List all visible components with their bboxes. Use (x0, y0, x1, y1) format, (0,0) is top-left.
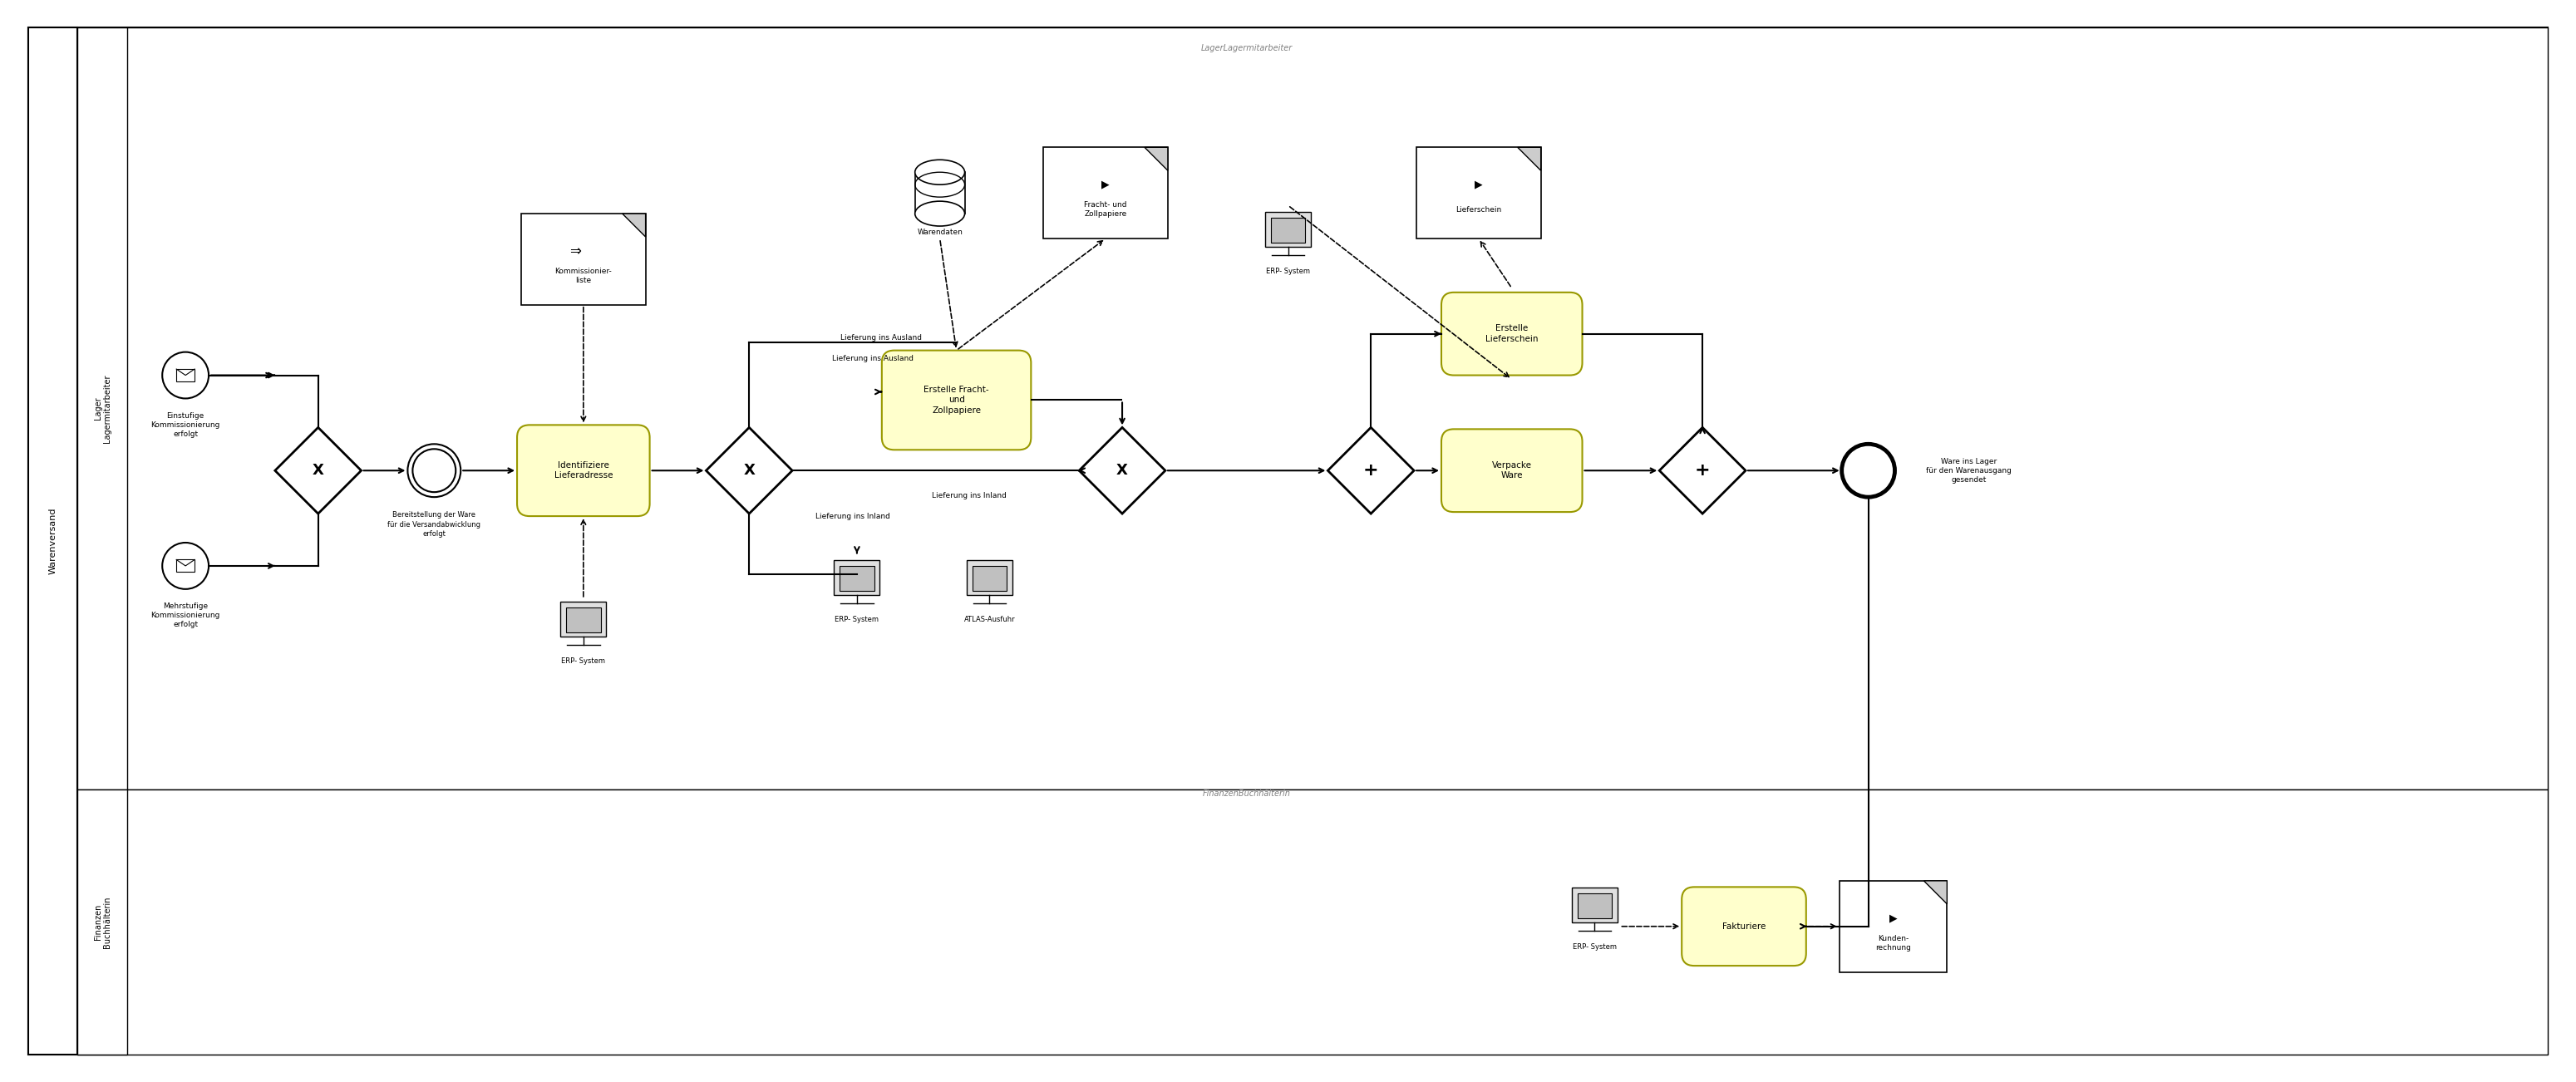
Bar (77, 790, 2548, 1055)
Bar (1417, 147, 1540, 238)
Text: ▶: ▶ (1888, 913, 1896, 923)
Text: Lieferschein: Lieferschein (1455, 206, 1502, 213)
Polygon shape (1659, 427, 1747, 514)
Bar (835, 560, 881, 595)
Text: Fakturiere: Fakturiere (1723, 922, 1765, 931)
Bar (1571, 887, 1618, 922)
Bar (840, 566, 873, 591)
Text: ERP- System: ERP- System (1265, 268, 1311, 276)
Bar (77, 790, 126, 1055)
Bar (914, 172, 963, 213)
Polygon shape (706, 427, 793, 514)
Text: Lieferung ins Ausland: Lieferung ins Ausland (832, 355, 914, 362)
Text: Bereitstellung der Ware
für die Versandabwicklung
erfolgt: Bereitstellung der Ware für die Versanda… (386, 512, 482, 538)
Bar (1577, 894, 1613, 919)
Polygon shape (1079, 427, 1164, 514)
FancyBboxPatch shape (518, 425, 649, 516)
Bar (1270, 217, 1306, 242)
Text: X: X (1115, 463, 1128, 478)
Text: Finanzen
Buchhälterin: Finanzen Buchhälterin (93, 896, 111, 948)
Text: ▶: ▶ (1473, 180, 1484, 190)
FancyBboxPatch shape (1443, 292, 1582, 375)
Text: Erstelle Fracht-
und
Zollpapiere: Erstelle Fracht- und Zollpapiere (925, 385, 989, 414)
Circle shape (162, 352, 209, 398)
Ellipse shape (914, 201, 963, 226)
Polygon shape (1327, 427, 1414, 514)
Circle shape (162, 543, 209, 589)
Text: ERP- System: ERP- System (835, 616, 878, 623)
Text: Verpacke
Ware: Verpacke Ware (1492, 461, 1533, 479)
Polygon shape (1924, 881, 1947, 903)
Bar (520, 213, 647, 305)
Ellipse shape (914, 160, 963, 185)
Text: Einstufige
Kommissionierung
erfolgt: Einstufige Kommissionierung erfolgt (152, 412, 219, 438)
Text: LagerLagermitarbeiter: LagerLagermitarbeiter (1200, 43, 1293, 52)
Text: +: + (1695, 462, 1710, 479)
Text: ERP- System: ERP- System (562, 658, 605, 665)
Text: Mehrstufige
Kommissionierung
erfolgt: Mehrstufige Kommissionierung erfolgt (152, 603, 219, 629)
Text: Lager
Lagermitarbeiter: Lager Lagermitarbeiter (93, 374, 111, 443)
Text: Lieferung ins Ausland: Lieferung ins Ausland (840, 334, 922, 342)
FancyBboxPatch shape (1682, 887, 1806, 966)
Circle shape (407, 444, 461, 497)
Bar (77, 27, 126, 790)
Text: ATLAS-Ausfuhr: ATLAS-Ausfuhr (963, 616, 1015, 623)
Bar (77, 27, 2548, 790)
Polygon shape (623, 213, 647, 237)
Bar (175, 369, 196, 382)
Bar (971, 566, 1007, 591)
FancyBboxPatch shape (881, 351, 1030, 450)
Bar (567, 607, 600, 632)
Bar (28, 27, 77, 1055)
FancyBboxPatch shape (1443, 430, 1582, 512)
Text: Warendaten: Warendaten (917, 228, 963, 236)
Text: X: X (744, 463, 755, 478)
Text: ▶: ▶ (1103, 180, 1110, 190)
Polygon shape (1517, 147, 1540, 171)
Text: Lieferung ins Inland: Lieferung ins Inland (817, 513, 891, 519)
Bar (1265, 212, 1311, 247)
Circle shape (1842, 444, 1896, 497)
Text: FinanzenBuchhälterin: FinanzenBuchhälterin (1203, 790, 1291, 797)
Text: Identifiziere
Lieferadresse: Identifiziere Lieferadresse (554, 461, 613, 479)
Text: Fracht- und
Zollpapiere: Fracht- und Zollpapiere (1084, 201, 1128, 217)
Text: Erstelle
Lieferschein: Erstelle Lieferschein (1486, 325, 1538, 343)
Bar (1043, 147, 1167, 238)
Polygon shape (276, 427, 361, 514)
Text: ⇒: ⇒ (569, 243, 580, 259)
Text: Lieferung ins Inland: Lieferung ins Inland (933, 491, 1007, 499)
Text: Ware ins Lager
für den Warenausgang
gesendet: Ware ins Lager für den Warenausgang gese… (1927, 458, 2012, 484)
Text: +: + (1363, 462, 1378, 479)
Bar (562, 602, 605, 636)
Text: X: X (312, 463, 325, 478)
Text: Warenversand: Warenversand (49, 507, 57, 575)
Text: ERP- System: ERP- System (1574, 944, 1618, 951)
Text: Kommissionier-
liste: Kommissionier- liste (554, 267, 613, 285)
Circle shape (412, 449, 456, 492)
Bar (1839, 881, 1947, 972)
Polygon shape (1144, 147, 1167, 171)
Bar (966, 560, 1012, 595)
Bar (175, 559, 196, 572)
Text: Kunden-
rechnung: Kunden- rechnung (1875, 935, 1911, 951)
